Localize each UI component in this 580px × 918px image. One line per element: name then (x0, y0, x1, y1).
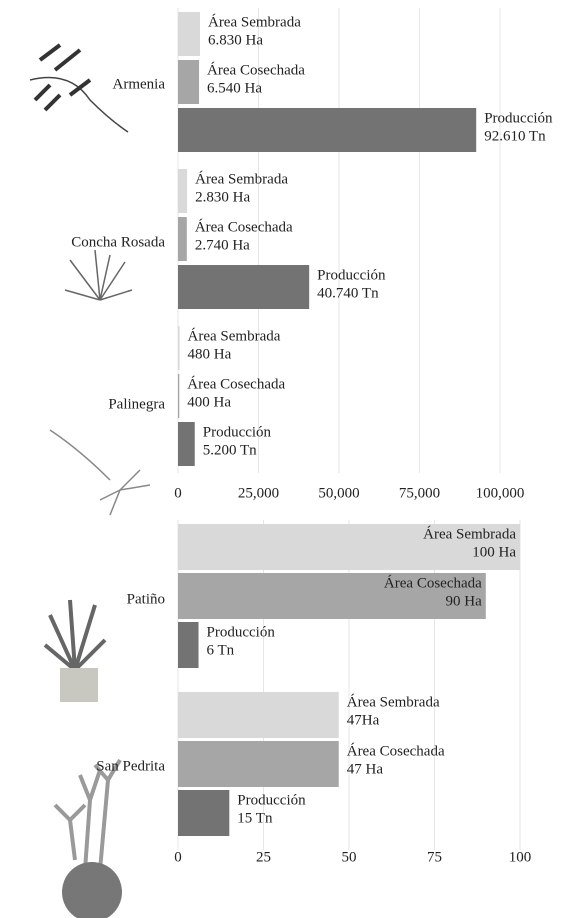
plant-armenia-leaves (33, 43, 92, 112)
bar-value-label: 100 Ha (472, 544, 516, 560)
plant-patino (43, 599, 107, 672)
category-label: Patiño (127, 591, 165, 607)
bar-value-label: 2.830 Ha (195, 189, 250, 205)
x-tick-label: 75,000 (399, 485, 440, 501)
x-tick-label: 25 (256, 849, 271, 865)
category-label: Palinegra (108, 396, 165, 412)
bar (178, 108, 477, 152)
bar-value-label: 90 Ha (446, 593, 483, 609)
bar (178, 573, 486, 619)
bar (178, 169, 188, 213)
bar-value-label: 92.610 Tn (484, 128, 546, 144)
bar (178, 326, 180, 370)
bar-value-label: 47 Ha (347, 761, 384, 777)
x-tick-label: 50 (342, 849, 357, 865)
bar-series-label: Área Sembrada (423, 525, 516, 542)
bar-series-label: Producción (237, 792, 306, 808)
plant-concha (64, 249, 133, 301)
bar (178, 265, 310, 309)
bar-series-label: Área Cosechada (195, 218, 293, 235)
x-tick-label: 25,000 (238, 485, 279, 501)
bar-chart: 0 25,000 50,000 75,000 100,000 Armenia Área Se… (71, 8, 553, 501)
x-tick-label: 50,000 (318, 485, 359, 501)
bar-series-label: Producción (203, 424, 272, 440)
bar (178, 622, 199, 668)
x-tick-label: 100,000 (476, 485, 525, 501)
bar (178, 60, 200, 104)
plant-armenia (29, 76, 129, 133)
bar (178, 524, 520, 570)
bar-series-label: Área Sembrada (195, 170, 288, 187)
bar-value-label: 40.740 Tn (317, 285, 379, 301)
bar-series-label: Área Sembrada (188, 327, 281, 344)
bar (178, 692, 339, 738)
bar (178, 374, 180, 418)
x-tick-label: 75 (427, 849, 442, 865)
bar-series-label: Área Cosechada (384, 574, 482, 591)
plant-san-pedrita (53, 758, 122, 871)
bar (178, 790, 230, 836)
x-tick-label: 0 (174, 485, 182, 501)
category-label: Concha Rosada (71, 234, 165, 250)
bar-value-label: 2.740 Ha (195, 237, 250, 253)
bar-series-label: Área Sembrada (208, 13, 301, 30)
category-label: Armenia (113, 76, 166, 92)
plant-illustrations (29, 43, 151, 918)
bar-value-label: 6 Tn (207, 642, 235, 658)
bar (178, 422, 195, 466)
bar (178, 217, 187, 261)
bar (178, 12, 200, 56)
bar-series-label: Área Cosechada (187, 375, 285, 392)
category-label: San Pedrita (96, 758, 165, 774)
bar-value-label: 5.200 Tn (203, 442, 257, 458)
bar-series-label: Área Cosechada (207, 61, 305, 78)
plant-palinegra (49, 429, 151, 516)
bar-series-label: Área Sembrada (347, 693, 440, 710)
bar-value-label: 47Ha (347, 712, 380, 728)
bar (178, 741, 339, 787)
bar-series-label: Producción (207, 624, 276, 640)
pot-patino (60, 668, 98, 702)
bar-value-label: 400 Ha (187, 394, 231, 410)
bar-series-label: Área Cosechada (347, 742, 445, 759)
bar-value-label: 480 Ha (188, 346, 232, 362)
bar-value-label: 15 Tn (237, 810, 273, 826)
x-tick-label: 100 (509, 849, 532, 865)
bar-chart: 0 25 50 75 100 Patiño Área Sembrada 100 Ha Área … (96, 520, 531, 865)
bar-value-label: 6.830 Ha (208, 32, 263, 48)
x-tick-label: 0 (174, 849, 182, 865)
bar-series-label: Producción (484, 110, 553, 126)
bar-value-label: 6.540 Ha (207, 80, 262, 96)
pot-san-pedrita (62, 862, 122, 918)
bar-series-label: Producción (317, 267, 386, 283)
